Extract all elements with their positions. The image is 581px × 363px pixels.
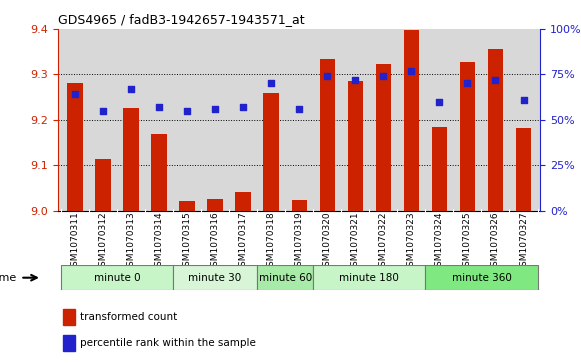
Text: GSM1070311: GSM1070311 bbox=[70, 212, 80, 272]
Bar bbox=[151, 134, 167, 211]
Bar bbox=[63, 309, 75, 325]
Point bbox=[210, 106, 220, 112]
Point bbox=[463, 81, 472, 86]
Point bbox=[379, 73, 388, 79]
Text: GSM1070320: GSM1070320 bbox=[323, 212, 332, 272]
Bar bbox=[375, 65, 391, 211]
Bar bbox=[63, 335, 75, 351]
FancyBboxPatch shape bbox=[313, 265, 425, 290]
Bar bbox=[207, 199, 223, 211]
Text: GSM1070318: GSM1070318 bbox=[267, 212, 275, 272]
Bar bbox=[123, 107, 139, 211]
Bar bbox=[432, 127, 447, 211]
Text: transformed count: transformed count bbox=[80, 311, 177, 322]
Bar bbox=[516, 127, 531, 211]
Bar bbox=[95, 159, 110, 211]
Text: percentile rank within the sample: percentile rank within the sample bbox=[80, 338, 256, 348]
Text: GSM1070317: GSM1070317 bbox=[239, 212, 248, 272]
Text: GDS4965 / fadB3-1942657-1943571_at: GDS4965 / fadB3-1942657-1943571_at bbox=[58, 13, 304, 26]
Point bbox=[322, 73, 332, 79]
Text: minute 0: minute 0 bbox=[94, 273, 140, 283]
Point bbox=[238, 104, 248, 110]
Text: minute 180: minute 180 bbox=[339, 273, 399, 283]
Bar bbox=[235, 192, 251, 211]
Point bbox=[295, 106, 304, 112]
Point bbox=[267, 81, 276, 86]
Bar bbox=[460, 62, 475, 211]
Text: GSM1070325: GSM1070325 bbox=[463, 212, 472, 272]
Bar bbox=[67, 83, 83, 211]
Text: GSM1070323: GSM1070323 bbox=[407, 212, 416, 272]
Text: GSM1070316: GSM1070316 bbox=[210, 212, 220, 272]
Bar bbox=[347, 81, 363, 211]
Bar bbox=[404, 30, 419, 211]
Point bbox=[98, 108, 107, 114]
Bar bbox=[180, 201, 195, 211]
Text: GSM1070319: GSM1070319 bbox=[295, 212, 304, 272]
Text: GSM1070314: GSM1070314 bbox=[155, 212, 163, 272]
Bar bbox=[292, 200, 307, 211]
Point bbox=[407, 68, 416, 74]
Text: GSM1070312: GSM1070312 bbox=[98, 212, 107, 272]
Text: GSM1070315: GSM1070315 bbox=[182, 212, 192, 272]
Point bbox=[491, 77, 500, 83]
FancyBboxPatch shape bbox=[257, 265, 313, 290]
Point bbox=[70, 91, 80, 97]
Point bbox=[126, 86, 135, 92]
Point bbox=[435, 99, 444, 105]
Point bbox=[182, 108, 192, 114]
FancyBboxPatch shape bbox=[61, 265, 173, 290]
Text: GSM1070313: GSM1070313 bbox=[127, 212, 135, 272]
Point bbox=[519, 97, 528, 103]
Bar bbox=[320, 58, 335, 211]
Text: minute 60: minute 60 bbox=[259, 273, 312, 283]
FancyBboxPatch shape bbox=[425, 265, 537, 290]
Text: minute 30: minute 30 bbox=[188, 273, 242, 283]
Bar bbox=[488, 49, 503, 211]
Text: time: time bbox=[0, 273, 17, 283]
Text: GSM1070326: GSM1070326 bbox=[491, 212, 500, 272]
Text: GSM1070327: GSM1070327 bbox=[519, 212, 528, 272]
Text: GSM1070322: GSM1070322 bbox=[379, 212, 388, 272]
Text: GSM1070324: GSM1070324 bbox=[435, 212, 444, 272]
Bar bbox=[263, 93, 279, 211]
FancyBboxPatch shape bbox=[173, 265, 257, 290]
Text: GSM1070321: GSM1070321 bbox=[351, 212, 360, 272]
Point bbox=[351, 77, 360, 83]
Text: minute 360: minute 360 bbox=[451, 273, 511, 283]
Point bbox=[155, 104, 164, 110]
